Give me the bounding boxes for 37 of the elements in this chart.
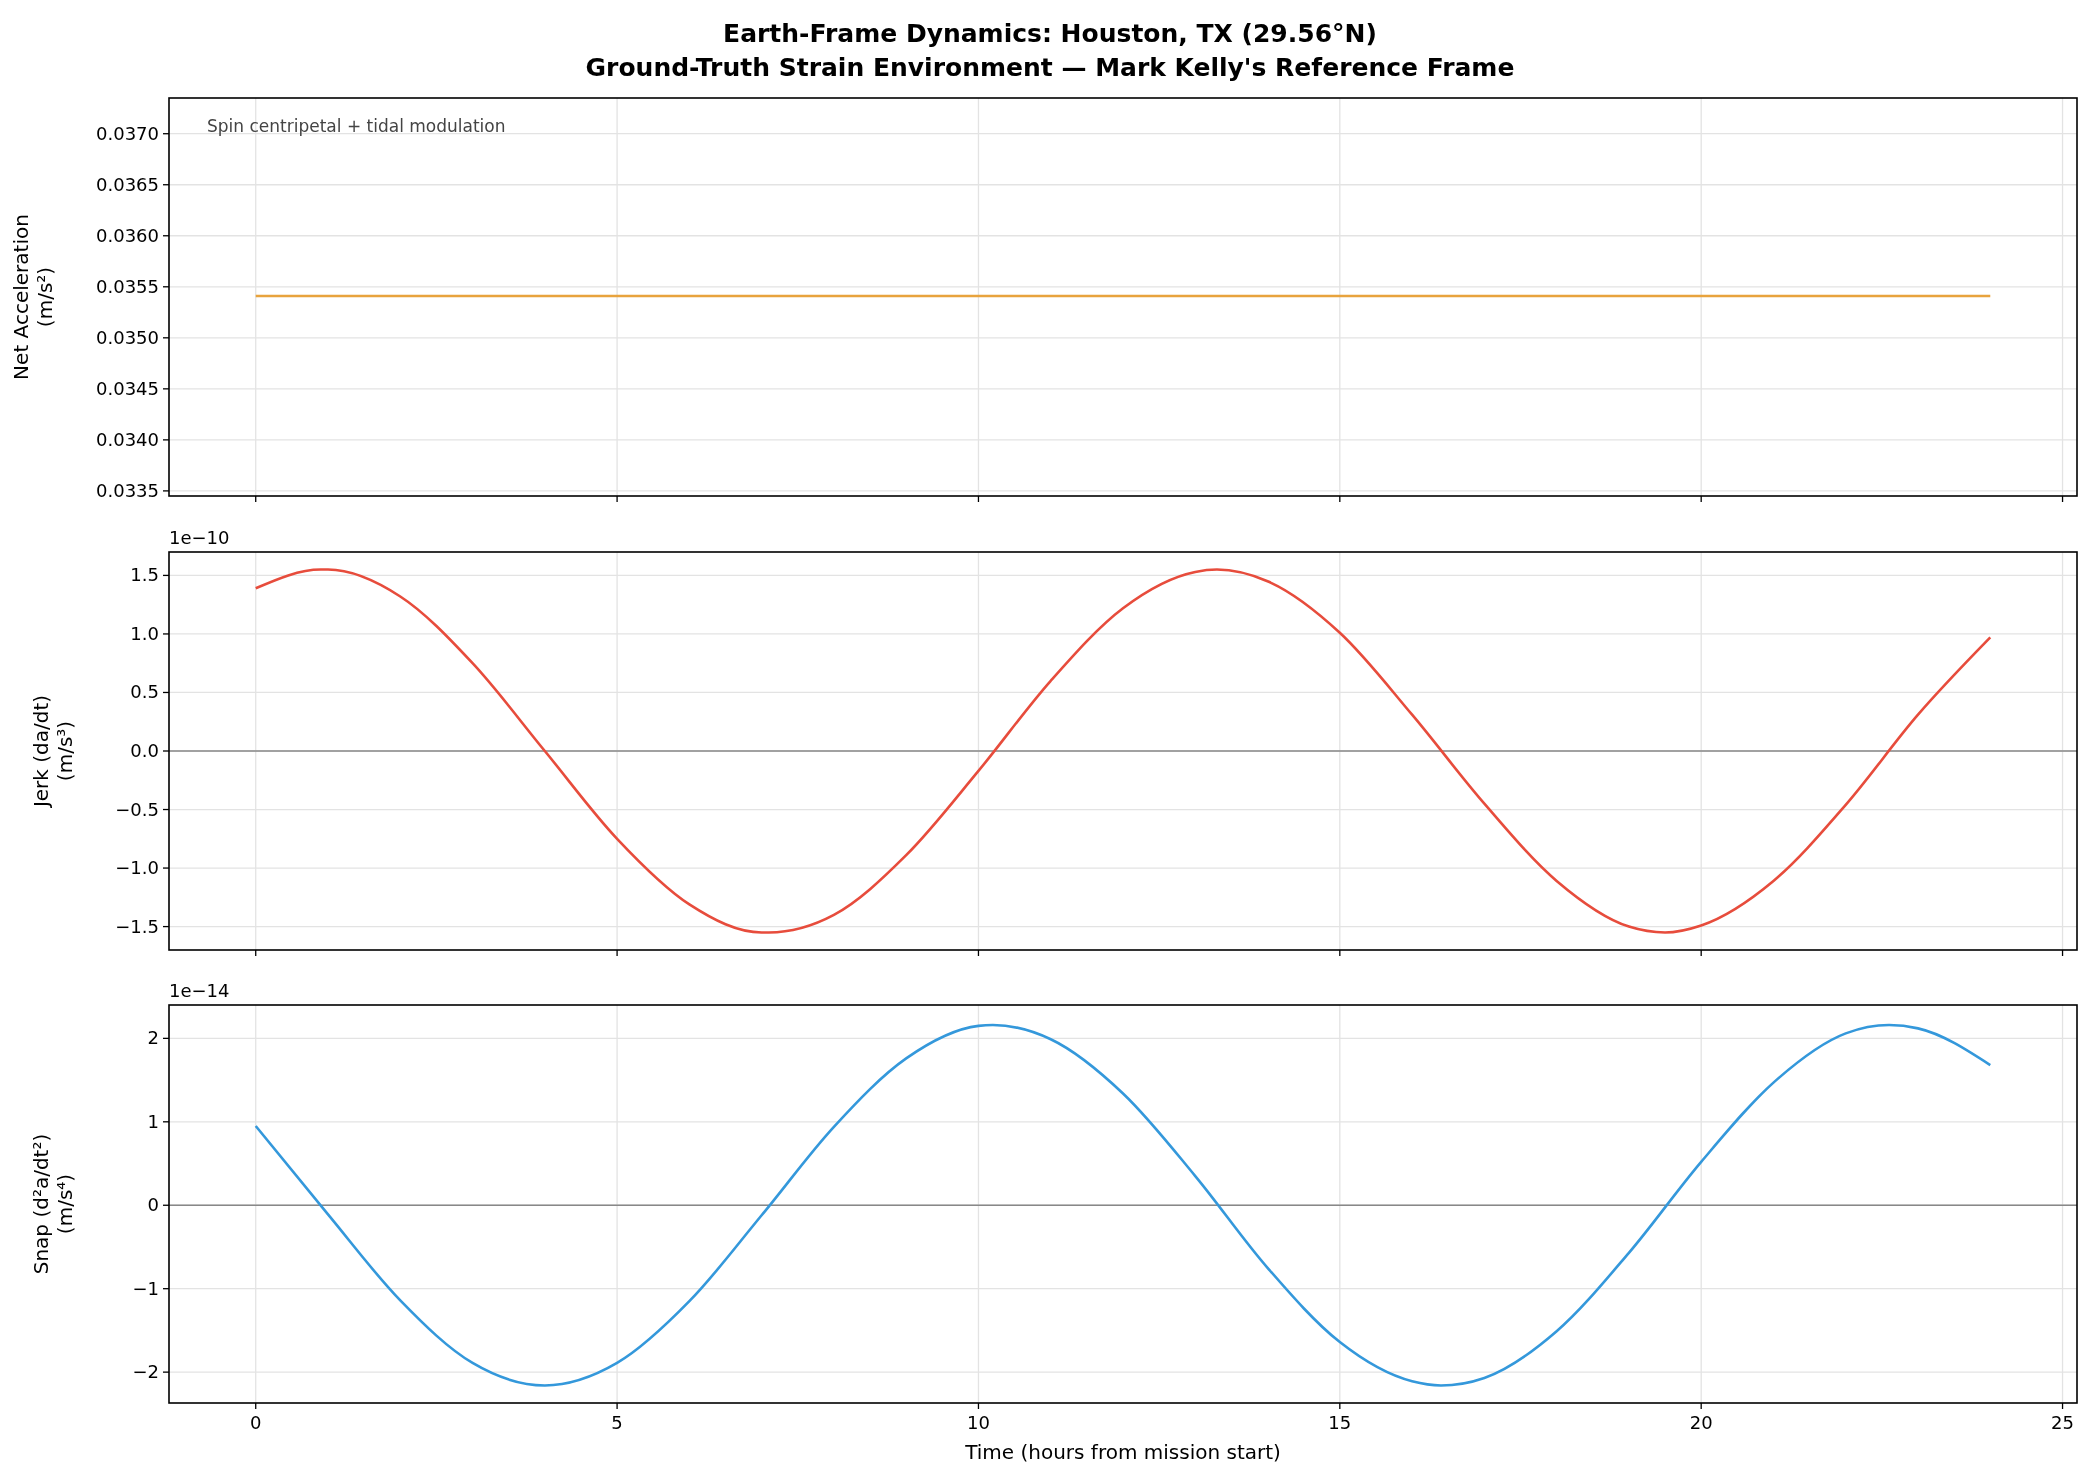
annotation: Spin centripetal + tidal modulation bbox=[207, 116, 506, 136]
x-tick-label: 15 bbox=[1328, 1412, 1352, 1433]
line-series bbox=[254, 1023, 1992, 1387]
y-tick-label: 0.0360 bbox=[96, 224, 159, 246]
x-tick-label: 10 bbox=[967, 1412, 990, 1433]
line-series bbox=[254, 568, 1992, 934]
y-tick-label: −2 bbox=[132, 1361, 159, 1383]
y-tick-label: 0.5 bbox=[130, 681, 159, 703]
y-tick-label: 0.0365 bbox=[96, 173, 159, 195]
y-axis-title: Snap (d²a/dt²) (m/s⁴) bbox=[29, 1133, 77, 1275]
text: 1e−14 bbox=[169, 980, 230, 1001]
y-tick-label: 1.0 bbox=[130, 622, 159, 644]
x-tick-label: 0 bbox=[250, 1412, 262, 1433]
y-tick-label: 0.0335 bbox=[96, 479, 159, 501]
y-tick-label: 1 bbox=[147, 1110, 159, 1132]
x-tick-label: 25 bbox=[2051, 1412, 2074, 1433]
y-tick-label: 1.5 bbox=[130, 564, 159, 586]
x-tick-label: 5 bbox=[611, 1412, 623, 1433]
chart-title: Earth-Frame Dynamics: Houston, TX (29.56°N) bbox=[723, 19, 1377, 48]
y-tick-label: −0.5 bbox=[115, 798, 159, 820]
y-tick-label: −1.5 bbox=[115, 915, 159, 937]
y-tick-label: 0 bbox=[147, 1194, 159, 1216]
x-axis-title: Time (hours from mission start) bbox=[964, 1440, 1281, 1464]
text: 1e−10 bbox=[169, 527, 230, 548]
y-tick-label: −1.0 bbox=[115, 857, 159, 879]
y-tick-label: 0.0 bbox=[130, 740, 159, 761]
y-tick-label: 0.0340 bbox=[96, 428, 159, 450]
y-tick-label: 0.0350 bbox=[96, 326, 159, 348]
y-tick-label: 0.0370 bbox=[96, 122, 159, 144]
y-tick-label: 0.0355 bbox=[96, 275, 159, 297]
y-axis-title: Net Acceleration (m/s²) bbox=[9, 214, 57, 380]
y-tick-label: −1 bbox=[132, 1277, 159, 1299]
chart-subtitle: Ground-Truth Strain Environment — Mark Kelly's Reference Frame bbox=[585, 53, 1515, 82]
x-tick-label: 20 bbox=[1689, 1412, 1713, 1433]
y-axis-title: Jerk (da/dt) (m/s³) bbox=[29, 694, 77, 810]
y-tick-label: 2 bbox=[147, 1027, 159, 1049]
y-tick-label: 0.0345 bbox=[96, 377, 159, 399]
